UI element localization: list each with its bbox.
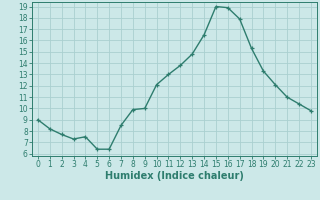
X-axis label: Humidex (Indice chaleur): Humidex (Indice chaleur) <box>105 171 244 181</box>
